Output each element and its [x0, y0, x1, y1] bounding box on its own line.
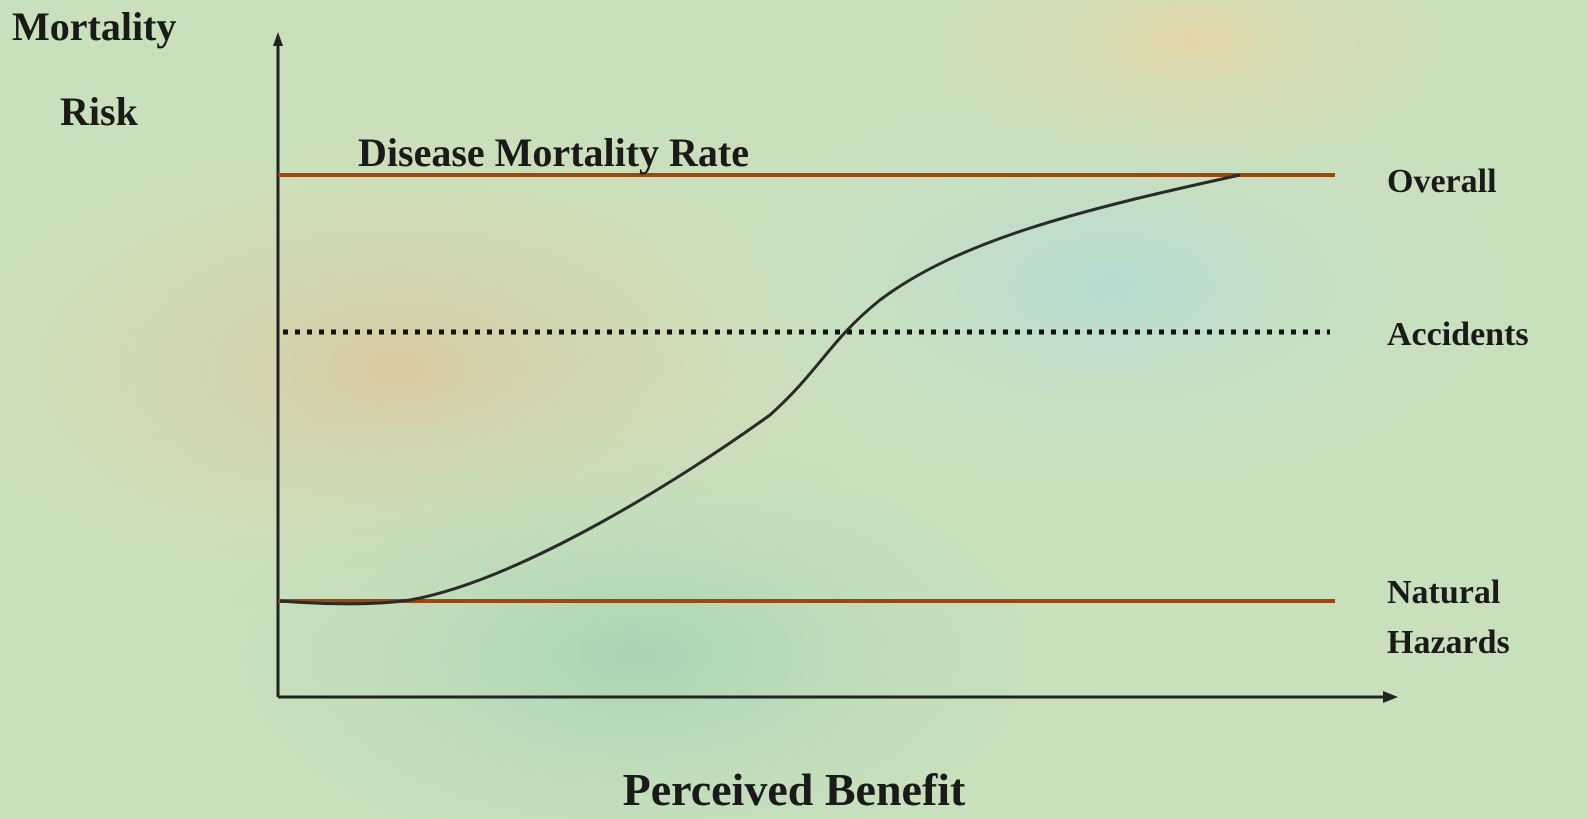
x-axis-label: Perceived Benefit — [623, 764, 966, 815]
line-label: Overall — [1387, 163, 1497, 200]
x-axis-arrow — [1383, 691, 1398, 703]
line-label: Hazards — [1387, 624, 1510, 661]
risk-curve — [279, 173, 1241, 606]
line-label: Accidents — [1387, 316, 1529, 353]
y-axis-label: Risk — [60, 89, 139, 134]
line-title: Disease Mortality Rate — [358, 130, 749, 175]
y-axis-arrow — [273, 32, 283, 46]
y-axis-label: Mortality — [12, 4, 176, 49]
line-label: Natural — [1387, 574, 1500, 611]
